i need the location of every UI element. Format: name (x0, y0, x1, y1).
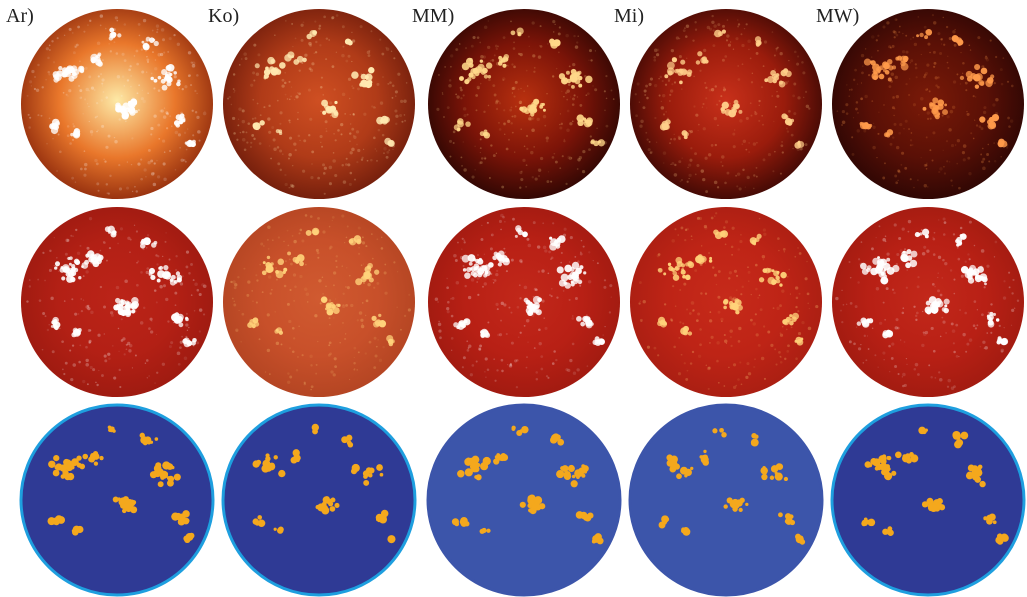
active-regions (230, 214, 411, 391)
active-regions (252, 423, 396, 544)
active-regions (638, 212, 819, 391)
solar-disk-original-ar (18, 7, 216, 201)
active-regions (436, 20, 615, 189)
active-regions (861, 426, 1009, 545)
solar-disk-segmented-mm (425, 403, 623, 597)
solar-disk-segmented-mi (627, 403, 825, 597)
solar-disk-original-mw (829, 7, 1027, 201)
solar-disk-segmented-ar (18, 403, 216, 597)
active-regions (836, 14, 1014, 190)
solar-disk-original-mm (425, 7, 623, 201)
solar-disk-segmented-mw (829, 403, 1027, 597)
disk-body (831, 8, 1025, 200)
active-regions (26, 217, 207, 389)
disk-body (628, 403, 824, 597)
panel-label-mi: Mi) (614, 5, 644, 27)
disk-body (427, 206, 621, 398)
active-regions (658, 427, 806, 545)
panel-label-ar: Ar) (6, 5, 34, 27)
active-regions (835, 217, 1020, 390)
disk-body (222, 206, 416, 398)
panel-label-mw: MW) (816, 5, 860, 27)
active-regions (26, 14, 207, 195)
solar-disk-enhanced-mm (425, 205, 623, 399)
solar-disk-enhanced-ar (18, 205, 216, 399)
disk-body (427, 8, 621, 200)
solar-disk-original-mi (627, 7, 825, 201)
solar-disk-enhanced-mw (829, 205, 1027, 399)
solar-disk-original-ko (220, 7, 418, 201)
active-regions (47, 425, 195, 544)
disk-body (426, 403, 622, 597)
active-regions (634, 14, 811, 193)
panel-label-mm: MM) (412, 5, 455, 27)
solar-disk-enhanced-mi (627, 205, 825, 399)
solar-disk-enhanced-ko (220, 205, 418, 399)
disk-body (222, 8, 416, 200)
panel-label-ko: Ko) (208, 5, 240, 27)
active-regions (434, 213, 613, 389)
disk-body (221, 403, 417, 597)
solar-disk-segmented-ko (220, 403, 418, 597)
active-regions (451, 425, 604, 545)
active-regions (227, 14, 408, 195)
